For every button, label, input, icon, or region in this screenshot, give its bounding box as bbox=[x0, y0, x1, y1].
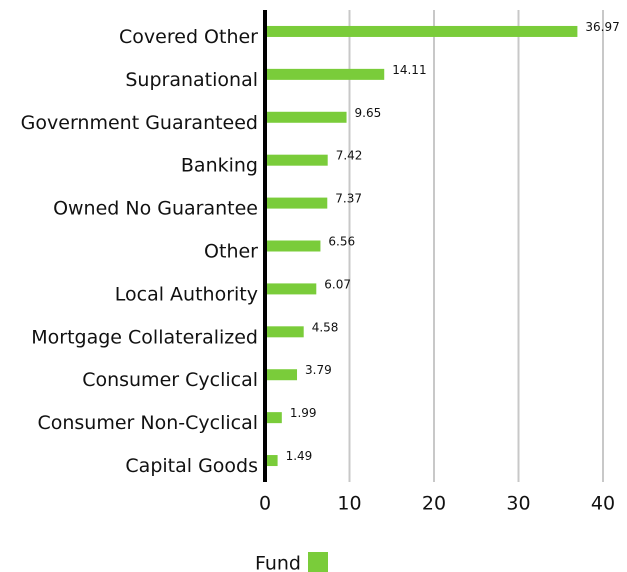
bar bbox=[265, 25, 578, 37]
y-tick-label: Consumer Non-Cyclical bbox=[37, 412, 258, 434]
y-tick-label: Consumer Cyclical bbox=[82, 369, 258, 391]
value-label: 1.99 bbox=[290, 406, 317, 420]
x-tick-label: 40 bbox=[591, 493, 615, 515]
bar bbox=[265, 68, 385, 80]
bar bbox=[265, 326, 304, 338]
value-label: 1.49 bbox=[286, 449, 313, 463]
legend-label: Fund bbox=[255, 553, 301, 572]
value-label: 6.07 bbox=[324, 277, 351, 291]
x-tick-label: 30 bbox=[506, 493, 530, 515]
x-tick-label: 20 bbox=[422, 493, 446, 515]
x-tick-label: 0 bbox=[259, 493, 271, 515]
value-label: 4.58 bbox=[312, 320, 339, 334]
y-tick-label: Mortgage Collateralized bbox=[31, 326, 258, 348]
bar bbox=[265, 369, 298, 381]
value-label: 7.37 bbox=[335, 192, 362, 206]
value-label: 6.56 bbox=[328, 235, 355, 249]
y-tick-label: Local Authority bbox=[115, 283, 258, 305]
y-tick-label: Owned No Guarantee bbox=[53, 198, 258, 220]
y-tick-label: Capital Goods bbox=[125, 455, 258, 477]
y-tick-label: Government Guaranteed bbox=[21, 112, 258, 134]
bar bbox=[265, 412, 282, 424]
y-tick-label: Covered Other bbox=[119, 26, 258, 48]
bar bbox=[265, 197, 328, 209]
value-label: 14.11 bbox=[392, 63, 426, 77]
value-label: 9.65 bbox=[355, 106, 382, 120]
value-label: 36.97 bbox=[585, 20, 619, 34]
y-tick-label: Other bbox=[204, 241, 258, 263]
bar bbox=[265, 240, 321, 252]
bar bbox=[265, 283, 317, 295]
x-tick-label: 10 bbox=[337, 493, 361, 515]
y-tick-label: Supranational bbox=[125, 69, 258, 91]
bar bbox=[265, 154, 328, 166]
y-tick-label: Banking bbox=[181, 155, 258, 177]
bar bbox=[265, 111, 347, 123]
bar bbox=[265, 455, 278, 467]
value-label: 7.42 bbox=[336, 149, 363, 163]
legend-swatch bbox=[308, 552, 328, 572]
value-label: 3.79 bbox=[305, 363, 332, 377]
